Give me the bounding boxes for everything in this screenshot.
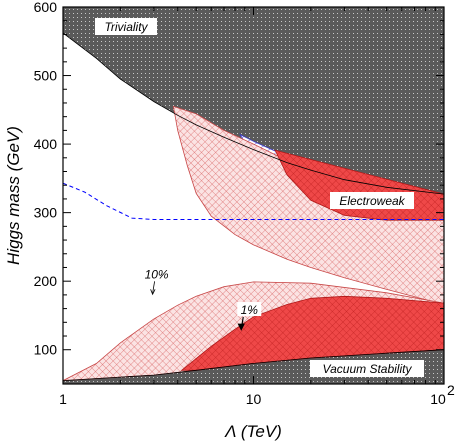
axes — [62, 6, 445, 385]
y-tick-label: 200 — [34, 273, 58, 289]
vacuum-stability-label: Vacuum Stability — [323, 362, 413, 376]
triviality-label: Triviality — [104, 20, 148, 34]
stability-boundary — [63, 349, 444, 381]
arrowhead-1pct — [237, 323, 245, 331]
label-1pct: 1% — [241, 303, 259, 317]
x-axis-title: Λ (TeV) — [224, 422, 282, 441]
label-10pct: 10% — [145, 267, 169, 281]
electroweak-label-box — [330, 192, 414, 209]
y-axis-title: Higgs mass (GeV) — [4, 126, 23, 265]
vacuum-stability-label-box — [310, 360, 424, 377]
triviality-boundary — [63, 32, 444, 195]
dashed-curve — [63, 182, 444, 220]
x-tick-label: 10 — [246, 391, 262, 407]
y-tick-label: 400 — [34, 136, 58, 152]
x-tick-exponent: 2 — [447, 382, 455, 398]
arrow-10pct — [152, 281, 155, 294]
x-tick-label: 10 — [430, 391, 446, 407]
fine-tuning-10pct-upper — [172, 105, 444, 305]
triviality-label-box — [95, 18, 157, 35]
triviality-region — [63, 7, 444, 195]
label-1pct-box — [237, 302, 262, 317]
y-tick-label: 300 — [34, 205, 58, 221]
y-tick-label: 100 — [34, 342, 58, 358]
y-tick-label: 600 — [34, 0, 58, 15]
electroweak-label: Electroweak — [339, 194, 405, 208]
x-tick-label: 1 — [59, 391, 67, 407]
arrowhead-10pct — [150, 289, 156, 296]
y-tick-label: 500 — [34, 68, 58, 84]
